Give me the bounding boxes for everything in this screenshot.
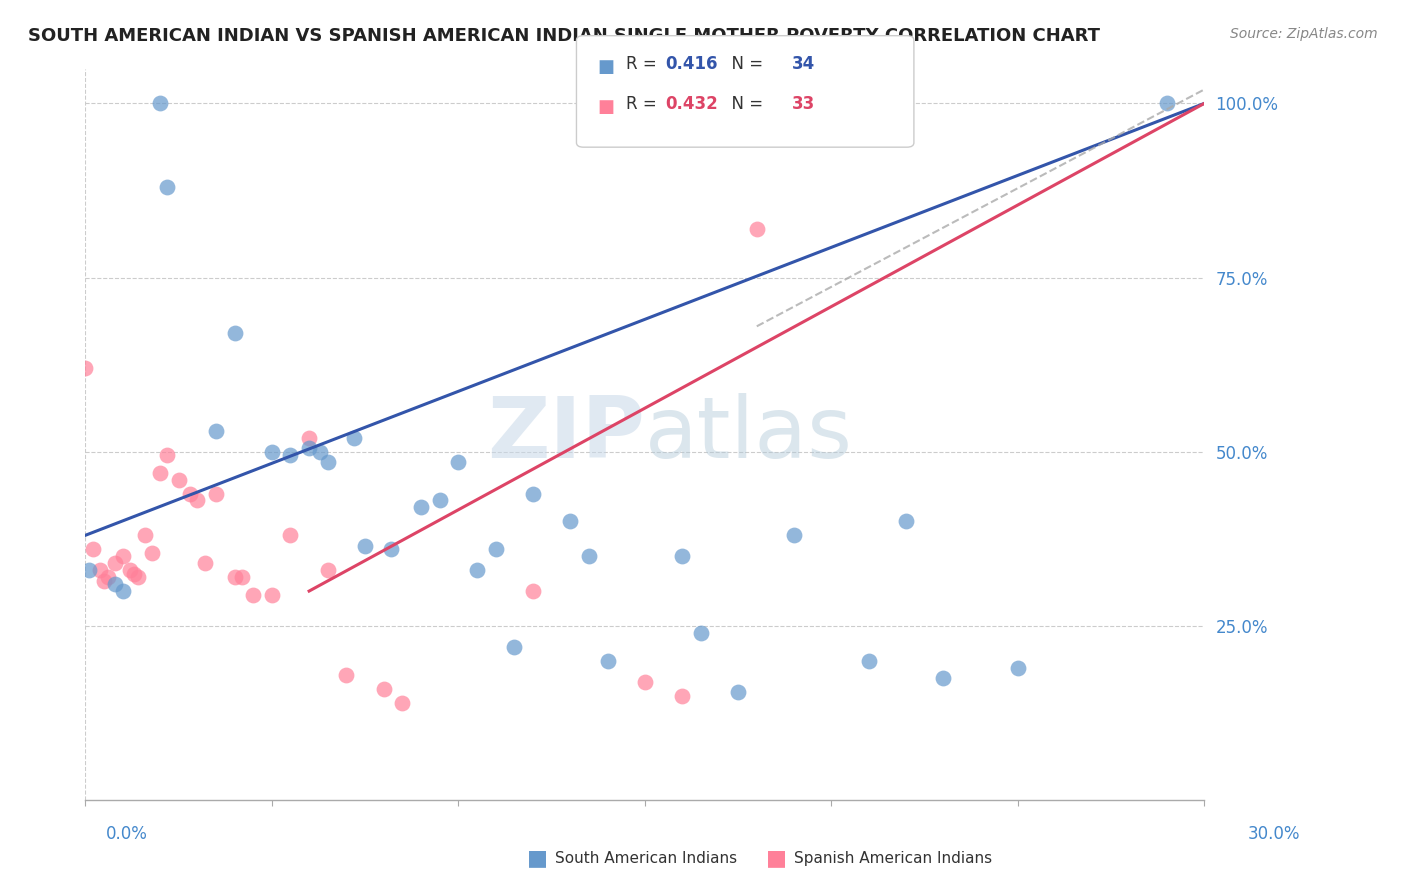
Text: 0.0%: 0.0%	[105, 825, 148, 843]
Point	[149, 96, 172, 111]
Point	[242, 588, 264, 602]
Point	[578, 549, 600, 564]
Point	[783, 528, 806, 542]
Point	[156, 180, 179, 194]
Point	[689, 625, 711, 640]
Point	[745, 221, 768, 235]
Text: 30.0%: 30.0%	[1249, 825, 1301, 843]
Point	[127, 570, 149, 584]
Point	[194, 556, 217, 570]
Text: 34: 34	[792, 55, 815, 73]
Point	[858, 654, 880, 668]
Text: R =: R =	[626, 55, 662, 73]
Point	[671, 549, 693, 564]
Point	[634, 674, 657, 689]
Point	[343, 431, 366, 445]
Point	[179, 486, 201, 500]
Point	[260, 588, 283, 602]
Point	[224, 570, 246, 584]
Point	[1007, 661, 1029, 675]
Point	[111, 549, 134, 564]
Text: ■: ■	[598, 58, 614, 76]
Text: ■: ■	[527, 848, 548, 868]
Point	[298, 431, 321, 445]
Point	[122, 566, 145, 581]
Point	[373, 681, 395, 696]
Text: N =: N =	[721, 55, 769, 73]
Point	[316, 563, 339, 577]
Point	[75, 361, 97, 376]
Point	[77, 563, 100, 577]
Text: 33: 33	[792, 95, 815, 113]
Point	[391, 696, 413, 710]
Point	[120, 563, 142, 577]
Point	[354, 539, 377, 553]
Point	[134, 528, 156, 542]
Point	[560, 515, 582, 529]
Point	[429, 493, 451, 508]
Point	[97, 570, 120, 584]
Text: Source: ZipAtlas.com: Source: ZipAtlas.com	[1230, 27, 1378, 41]
Point	[727, 685, 749, 699]
Point	[465, 563, 488, 577]
Point	[1156, 96, 1178, 111]
Point	[231, 570, 253, 584]
Point	[82, 542, 104, 557]
Text: ■: ■	[598, 98, 614, 116]
Point	[104, 577, 127, 591]
Point	[149, 466, 172, 480]
Text: ZIP: ZIP	[486, 392, 645, 475]
Point	[167, 473, 190, 487]
Point	[409, 500, 432, 515]
Point	[104, 556, 127, 570]
Point	[280, 448, 302, 462]
Point	[156, 448, 179, 462]
Point	[224, 326, 246, 341]
Point	[205, 486, 228, 500]
Point	[260, 444, 283, 458]
Text: N =: N =	[721, 95, 769, 113]
Point	[316, 455, 339, 469]
Point	[93, 574, 115, 588]
Point	[309, 444, 332, 458]
Point	[932, 671, 955, 685]
Text: R =: R =	[626, 95, 662, 113]
Text: 0.432: 0.432	[665, 95, 718, 113]
Point	[503, 640, 526, 654]
Point	[111, 584, 134, 599]
Point	[205, 424, 228, 438]
Point	[522, 486, 544, 500]
Point	[335, 667, 357, 681]
Text: 0.416: 0.416	[665, 55, 717, 73]
Point	[89, 563, 111, 577]
Text: South American Indians: South American Indians	[555, 851, 738, 865]
Point	[141, 546, 163, 560]
Point	[298, 442, 321, 456]
Point	[280, 528, 302, 542]
Point	[671, 689, 693, 703]
Point	[380, 542, 402, 557]
Point	[894, 515, 917, 529]
Text: atlas: atlas	[645, 392, 853, 475]
Point	[447, 455, 470, 469]
Point	[186, 493, 208, 508]
Point	[596, 654, 619, 668]
Text: ■: ■	[766, 848, 787, 868]
Text: Spanish American Indians: Spanish American Indians	[794, 851, 993, 865]
Point	[522, 584, 544, 599]
Text: SOUTH AMERICAN INDIAN VS SPANISH AMERICAN INDIAN SINGLE MOTHER POVERTY CORRELATI: SOUTH AMERICAN INDIAN VS SPANISH AMERICA…	[28, 27, 1099, 45]
Point	[485, 542, 508, 557]
